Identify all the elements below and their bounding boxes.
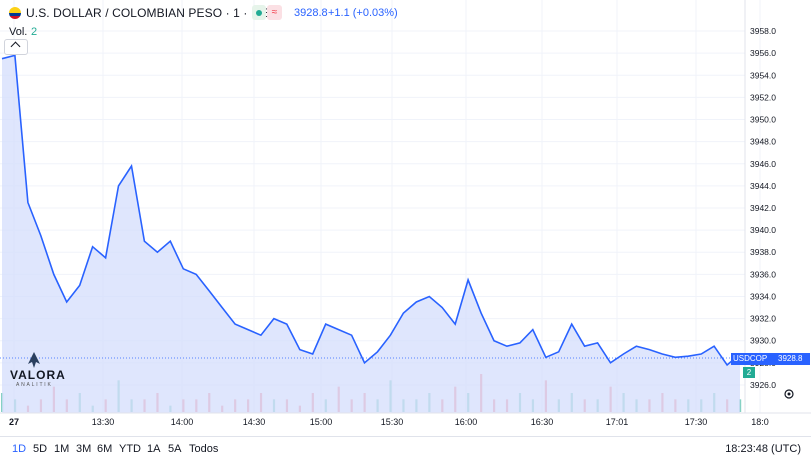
range-1d[interactable]: 1D [12, 443, 27, 455]
y-tick-label: 3938.0 [750, 247, 776, 257]
volume-bar [739, 399, 742, 412]
y-tick-label: 3956.0 [750, 48, 776, 58]
range-1m[interactable]: 1M [54, 443, 70, 455]
volume-label: Vol. [9, 26, 28, 38]
utc-clock[interactable]: 18:23:48 (UTC) [725, 443, 801, 455]
price-line [1, 54, 741, 367]
x-tick-label: 15:00 [310, 417, 333, 427]
settings-icon[interactable] [783, 388, 795, 400]
logo-name: VALORA [10, 368, 66, 382]
y-tick-label: 3926.0 [750, 380, 776, 390]
x-tick-label: 14:30 [243, 417, 266, 427]
delayed-data-badge[interactable]: ≈ [267, 5, 282, 20]
y-tick-label: 3948.0 [750, 137, 776, 147]
y-tick-label: 3954.0 [750, 70, 776, 80]
x-tick-label: 18:0 [751, 417, 769, 427]
bottom-toolbar: 1D 5D 1M 3M 6M YTD 1A 5A Todos 18:23:48 … [0, 436, 811, 461]
x-tick-label: 15:30 [381, 417, 404, 427]
range-5a[interactable]: 5A [168, 443, 182, 455]
flag-co-icon [9, 7, 21, 19]
y-axis-labels: 3958.0 3956.0 3954.0 3952.0 3950.0 3948.0 3946… [750, 26, 776, 390]
x-tick-label: 16:30 [531, 417, 554, 427]
last-price: 3928.8 [294, 7, 328, 19]
chevron-up-icon[interactable] [4, 39, 28, 55]
range-ytd[interactable]: YTD [119, 443, 141, 455]
range-5d[interactable]: 5D [33, 443, 48, 455]
valora-logo-icon [28, 352, 40, 368]
range-3m[interactable]: 3M [76, 443, 92, 455]
symbol-title[interactable]: U.S. DOLLAR / COLOMBIAN PESO · 1 · ICE [26, 6, 272, 20]
price-tag-symbol: USDCOP [731, 353, 777, 365]
price-change: +1.1 (+0.03%) [328, 7, 398, 19]
logo-subtitle: ANALITIK [16, 382, 53, 388]
y-tick-label: 3958.0 [750, 26, 776, 36]
x-tick-label: 13:30 [92, 417, 115, 427]
range-todos[interactable]: Todos [189, 443, 219, 455]
y-tick-label: 3940.0 [750, 225, 776, 235]
price-tag-value: 3928.8 [776, 353, 810, 365]
volume-value: 2 [31, 26, 38, 38]
x-tick-label: 16:00 [455, 417, 478, 427]
x-tick-label: 27 [9, 417, 19, 427]
market-open-badge[interactable] [252, 5, 266, 20]
y-tick-label: 3952.0 [750, 92, 776, 102]
x-tick-label: 17:01 [606, 417, 629, 427]
x-tick-label: 14:00 [171, 417, 194, 427]
y-tick-label: 3930.0 [750, 336, 776, 346]
range-6m[interactable]: 6M [97, 443, 113, 455]
y-tick-label: 3946.0 [750, 159, 776, 169]
y-tick-label: 3942.0 [750, 203, 776, 213]
range-1a[interactable]: 1A [147, 443, 161, 455]
y-tick-label: 3944.0 [750, 181, 776, 191]
y-tick-label: 3932.0 [750, 314, 776, 324]
y-tick-label: 3936.0 [750, 269, 776, 279]
x-axis-labels: 27 13:30 14:00 14:30 15:00 15:30 16:00 16:30 17:… [9, 417, 769, 427]
volume-tag: 2 [743, 367, 755, 378]
y-tick-label: 3950.0 [750, 115, 776, 125]
y-tick-label: 3934.0 [750, 291, 776, 301]
price-chart[interactable]: 3958.0 3956.0 3954.0 3952.0 3950.0 3948.0 3946… [0, 0, 811, 436]
x-tick-label: 17:30 [685, 417, 708, 427]
price-area [2, 55, 740, 414]
